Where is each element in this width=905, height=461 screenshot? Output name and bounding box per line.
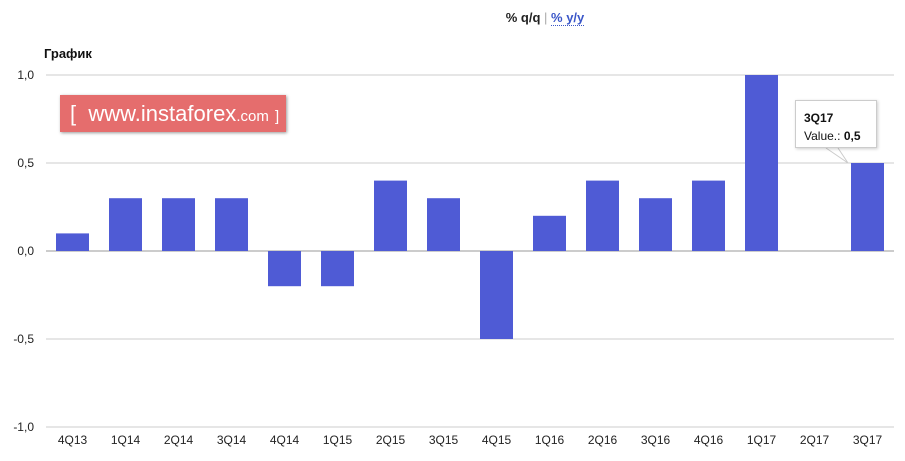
watermark-suffix: .com: [236, 108, 269, 125]
watermark: [ www.instaforex.com ]: [60, 95, 286, 132]
tooltip-pointer: [825, 147, 849, 164]
view-tabs: % q/q | % y/y: [0, 10, 905, 26]
x-tick-label: 4Q15: [482, 433, 512, 447]
x-tick-label: 3Q17: [853, 433, 883, 447]
bar: [480, 251, 513, 339]
x-tick-label: 2Q14: [164, 433, 194, 447]
x-tick-label: 2Q15: [376, 433, 406, 447]
watermark-bracket-close: ]: [274, 108, 280, 125]
bar: [692, 180, 725, 251]
y-tick-label: 1,0: [17, 68, 34, 82]
y-tick-label: 0,0: [17, 244, 34, 258]
bar: [586, 180, 619, 251]
bar: [321, 251, 354, 287]
x-tick-label: 3Q15: [429, 433, 459, 447]
bar: [374, 180, 407, 251]
tab-yy[interactable]: % y/y: [551, 10, 585, 26]
x-tick-label: 1Q15: [323, 433, 353, 447]
x-tick-label: 3Q14: [217, 433, 247, 447]
y-tick-label: 0,5: [17, 156, 34, 170]
watermark-text: www.instaforex: [88, 101, 237, 126]
x-tick-label: 1Q14: [111, 433, 141, 447]
bar: [639, 198, 672, 251]
watermark-bracket: [: [70, 101, 77, 126]
x-tick-label: 1Q16: [535, 433, 565, 447]
bar: [268, 251, 301, 287]
bar: [109, 198, 142, 251]
x-tick-label: 3Q16: [641, 433, 671, 447]
x-tick-label: 4Q13: [58, 433, 88, 447]
bar: [533, 215, 566, 251]
tooltip-label: Value.:: [804, 129, 841, 143]
x-tick-label: 4Q14: [270, 433, 300, 447]
x-tick-label: 4Q16: [694, 433, 724, 447]
bar: [215, 198, 248, 251]
chart-title: График: [44, 46, 92, 61]
x-tick-label: 2Q17: [800, 433, 830, 447]
bar: [851, 163, 884, 251]
x-tick-label: 2Q16: [588, 433, 618, 447]
tab-qq[interactable]: % q/q: [505, 10, 541, 25]
tooltip-value: 0,5: [843, 129, 861, 143]
bar: [162, 198, 195, 251]
bar: [56, 233, 89, 251]
bar: [427, 198, 460, 251]
y-tick-label: -0,5: [13, 332, 34, 346]
bar: [745, 75, 778, 251]
y-tick-label: -1,0: [13, 420, 34, 434]
tooltip-title: 3Q17: [804, 111, 834, 125]
tooltip: 3Q17 Value.: 0,5: [795, 100, 877, 148]
tab-separator: |: [544, 10, 548, 25]
x-tick-label: 1Q17: [747, 433, 777, 447]
